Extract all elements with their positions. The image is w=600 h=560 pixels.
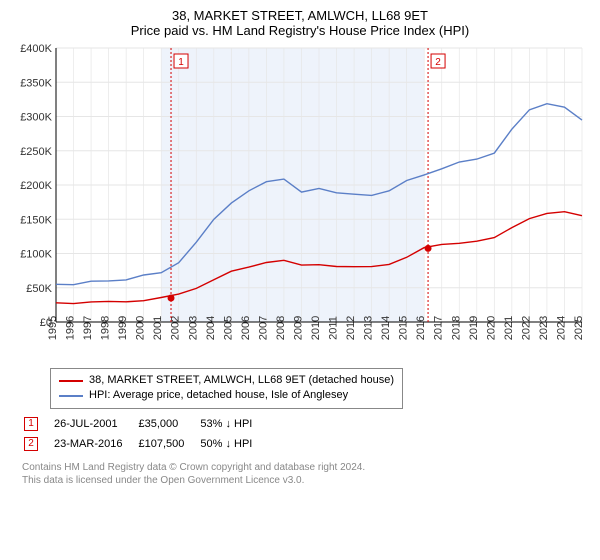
svg-text:1999: 1999 (117, 316, 129, 340)
svg-text:2017: 2017 (433, 316, 445, 340)
legend-row: HPI: Average price, detached house, Isle… (59, 388, 394, 403)
svg-text:£200K: £200K (20, 180, 52, 192)
chart-title-line2: Price paid vs. HM Land Registry's House … (10, 23, 590, 38)
svg-text:2005: 2005 (222, 316, 234, 340)
svg-text:2013: 2013 (363, 316, 375, 340)
svg-text:2010: 2010 (310, 316, 322, 340)
transaction-price: £107,500 (138, 435, 198, 453)
chart-svg: £0£50K£100K£150K£200K£250K£300K£350K£400… (10, 42, 590, 362)
price-history-chart: 38, MARKET STREET, AMLWCH, LL68 9ET Pric… (0, 0, 600, 493)
svg-text:£400K: £400K (20, 43, 52, 55)
svg-text:1: 1 (178, 57, 184, 68)
svg-text:2019: 2019 (468, 316, 480, 340)
svg-text:2023: 2023 (538, 316, 550, 340)
svg-text:2002: 2002 (170, 316, 182, 340)
svg-text:2021: 2021 (503, 316, 515, 340)
svg-text:£50K: £50K (26, 283, 52, 295)
svg-text:£100K: £100K (20, 249, 52, 261)
svg-text:2020: 2020 (485, 316, 497, 340)
legend-row: 38, MARKET STREET, AMLWCH, LL68 9ET (det… (59, 373, 394, 388)
svg-text:2008: 2008 (275, 316, 287, 340)
svg-text:£250K: £250K (20, 146, 52, 158)
svg-text:2001: 2001 (152, 316, 164, 340)
transaction-table: 1 26-JUL-2001£35,00053% ↓ HPI 2 23-MAR-2016… (22, 413, 268, 455)
legend-swatch (59, 380, 83, 382)
footer-line2: This data is licensed under the Open Gov… (22, 474, 590, 487)
svg-text:2022: 2022 (520, 316, 532, 340)
svg-text:2015: 2015 (398, 316, 410, 340)
svg-text:2004: 2004 (205, 316, 217, 340)
transaction-marker-icon: 2 (24, 437, 38, 451)
legend-label: HPI: Average price, detached house, Isle… (89, 388, 348, 403)
svg-text:2006: 2006 (240, 316, 252, 340)
svg-text:2018: 2018 (450, 316, 462, 340)
svg-text:£150K: £150K (20, 214, 52, 226)
svg-text:2003: 2003 (187, 316, 199, 340)
svg-text:2011: 2011 (328, 316, 340, 340)
table-row: 2 23-MAR-2016£107,50050% ↓ HPI (24, 435, 266, 453)
svg-text:2007: 2007 (257, 316, 269, 340)
svg-text:2000: 2000 (135, 316, 147, 340)
chart-title-line1: 38, MARKET STREET, AMLWCH, LL68 9ET (10, 8, 590, 23)
chart-legend: 38, MARKET STREET, AMLWCH, LL68 9ET (det… (50, 368, 403, 409)
svg-text:2: 2 (435, 57, 441, 68)
svg-text:£300K: £300K (20, 112, 52, 124)
transaction-hpi-diff: 53% ↓ HPI (200, 415, 266, 433)
svg-text:2014: 2014 (380, 316, 392, 340)
footer-line1: Contains HM Land Registry data © Crown c… (22, 461, 590, 474)
svg-text:1995: 1995 (47, 316, 59, 340)
svg-text:1998: 1998 (100, 316, 112, 340)
transaction-hpi-diff: 50% ↓ HPI (200, 435, 266, 453)
svg-text:£350K: £350K (20, 77, 52, 89)
transaction-price: £35,000 (138, 415, 198, 433)
legend-label: 38, MARKET STREET, AMLWCH, LL68 9ET (det… (89, 373, 394, 388)
table-row: 1 26-JUL-2001£35,00053% ↓ HPI (24, 415, 266, 433)
chart-footer: Contains HM Land Registry data © Crown c… (22, 461, 590, 487)
svg-text:2024: 2024 (555, 316, 567, 340)
svg-text:1997: 1997 (82, 316, 94, 340)
svg-text:2016: 2016 (415, 316, 427, 340)
svg-text:2025: 2025 (573, 316, 585, 340)
transaction-marker-icon: 1 (24, 417, 38, 431)
legend-swatch (59, 395, 83, 397)
svg-text:2012: 2012 (345, 316, 357, 340)
svg-text:2009: 2009 (292, 316, 304, 340)
svg-text:1996: 1996 (65, 316, 77, 340)
transaction-date: 26-JUL-2001 (54, 415, 136, 433)
transaction-date: 23-MAR-2016 (54, 435, 136, 453)
chart-plot-area: £0£50K£100K£150K£200K£250K£300K£350K£400… (10, 42, 590, 362)
